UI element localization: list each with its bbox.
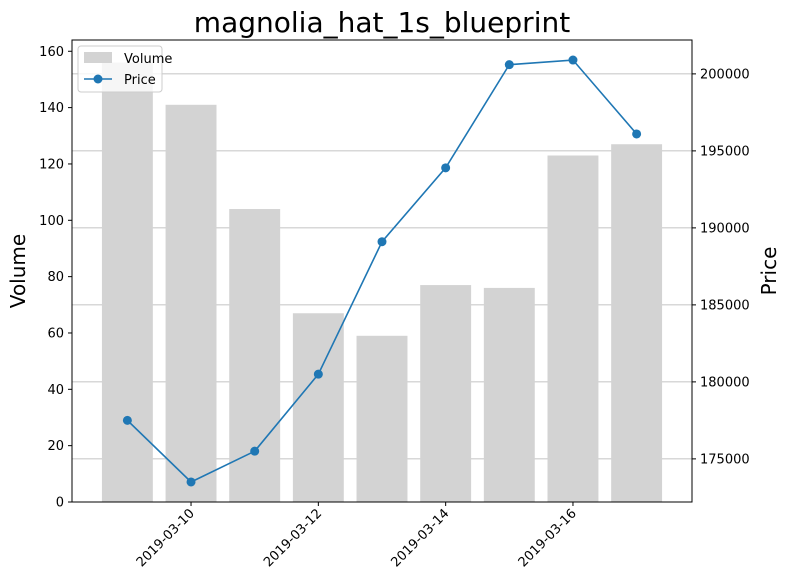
y-tick-label-right: 175000 — [700, 452, 750, 467]
x-tick-label: 2019-03-10 — [134, 506, 198, 570]
price-point — [186, 477, 196, 487]
y-tick-label-right: 200000 — [700, 67, 750, 82]
volume-bar — [547, 155, 599, 502]
legend-label-price: Price — [124, 73, 156, 88]
x-axis: 2019-03-10 2019-03-12 2019-03-14 2019-03-16 — [134, 502, 580, 570]
y-axis-label-left: Volume — [6, 234, 30, 308]
price-point — [313, 369, 323, 379]
volume-bar — [292, 313, 344, 502]
x-tick-label: 2019-03-16 — [516, 506, 580, 570]
volume-bar — [229, 209, 281, 502]
y-tick-label-left: 80 — [47, 270, 64, 285]
price-point — [377, 237, 387, 247]
right-axis: 175000 180000 185000 190000 195000 200000 — [692, 67, 750, 467]
y-tick-label-right: 190000 — [700, 221, 750, 236]
price-line — [122, 55, 642, 487]
chart-title: magnolia_hat_1s_blueprint — [194, 6, 570, 39]
volume-bar — [165, 104, 217, 502]
y-tick-label-left: 100 — [39, 214, 64, 229]
left-axis: 0 20 40 60 80 100 120 140 160 — [39, 45, 72, 511]
y-tick-label-right: 180000 — [700, 375, 750, 390]
legend-marker-price — [93, 74, 103, 84]
price-point — [441, 163, 451, 173]
price-point — [632, 129, 642, 139]
y-tick-label-left: 0 — [56, 496, 64, 511]
y-tick-label-left: 140 — [39, 101, 64, 116]
volume-bar — [420, 285, 472, 502]
y-tick-label-left: 120 — [39, 157, 64, 172]
price-point — [122, 415, 132, 425]
y-axis-label-right: Price — [757, 247, 781, 296]
plot-frame — [71, 39, 693, 503]
legend-swatch-volume — [84, 52, 112, 63]
price-point — [250, 446, 260, 456]
price-point — [504, 60, 514, 70]
legend-label-volume: Volume — [124, 52, 172, 67]
x-tick-label: 2019-03-14 — [388, 506, 452, 570]
volume-bar — [611, 144, 663, 503]
y-tick-label-right: 185000 — [700, 298, 750, 313]
legend: Volume Price — [77, 45, 172, 93]
price-point — [568, 55, 578, 65]
y-tick-label-left: 20 — [47, 439, 64, 454]
y-tick-label-left: 60 — [47, 326, 64, 341]
volume-bar — [356, 335, 408, 502]
y-tick-label-right: 195000 — [700, 144, 750, 159]
x-tick-label: 2019-03-12 — [261, 506, 325, 570]
volume-bars — [101, 62, 663, 503]
volume-bar — [101, 62, 153, 502]
y-tick-label-left: 40 — [47, 383, 64, 398]
y-tick-label-left: 160 — [39, 45, 64, 60]
volume-bar — [483, 287, 535, 502]
